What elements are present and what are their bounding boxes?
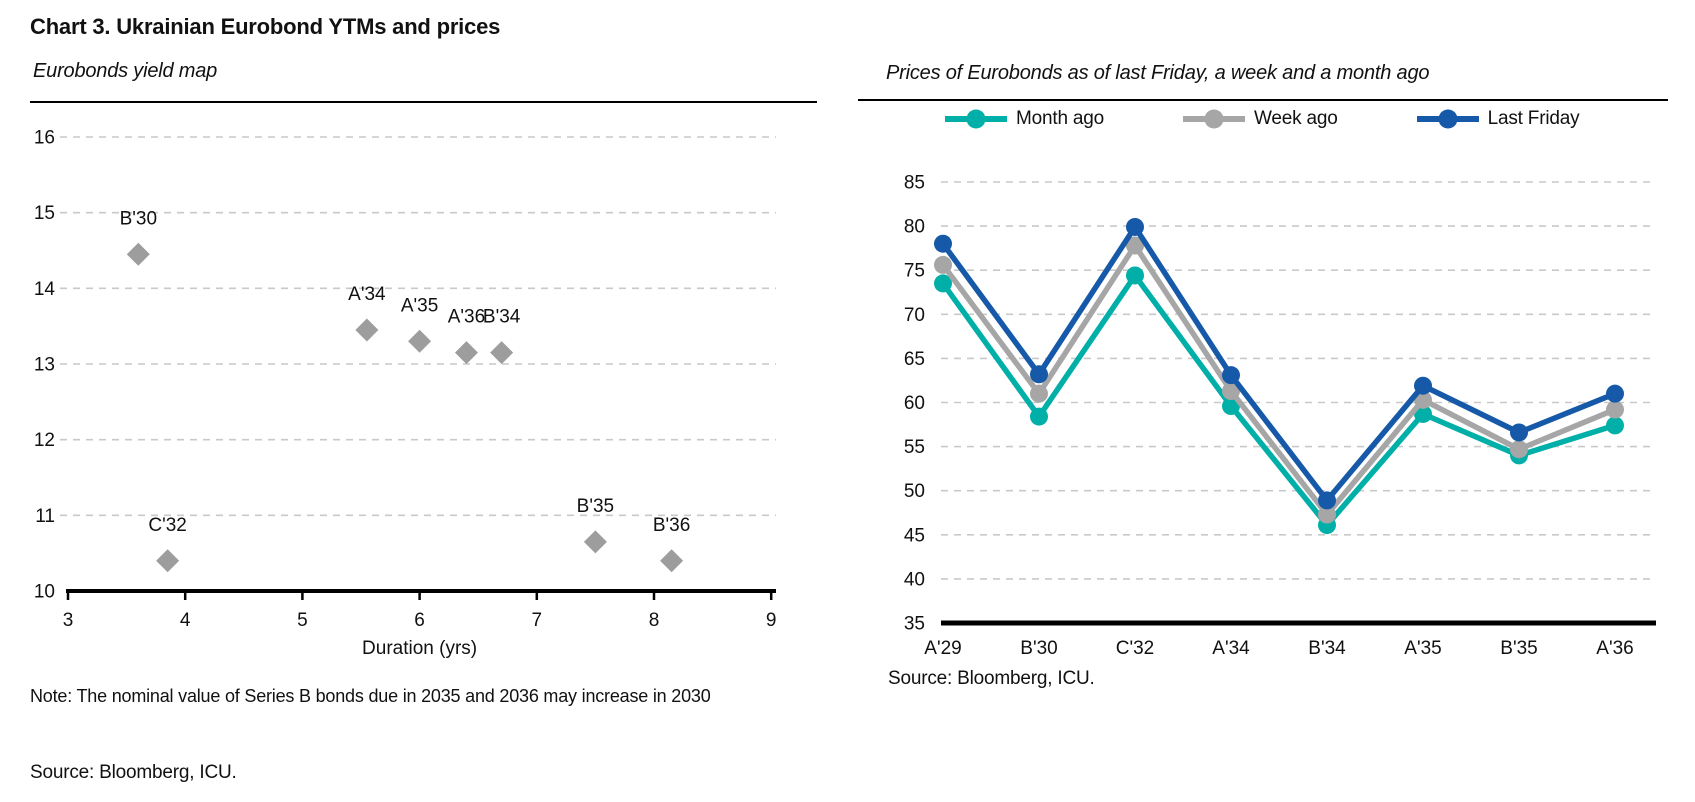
y-axis-tick-label: 40 bbox=[904, 569, 925, 590]
right-chart-subtitle: Prices of Eurobonds as of last Friday, a… bbox=[886, 62, 1430, 84]
legend-dot bbox=[1204, 109, 1224, 129]
x-axis-tick-label: 3 bbox=[63, 610, 74, 631]
scatter-point-diamond bbox=[490, 341, 514, 365]
y-axis-tick-label: 75 bbox=[904, 261, 925, 282]
scatter-point-diamond bbox=[156, 549, 180, 573]
x-axis-tick-label: 4 bbox=[180, 610, 191, 631]
series-point-marker bbox=[1510, 423, 1528, 442]
scatter-point-label: A'35 bbox=[401, 295, 438, 316]
x-axis-tick-label: 7 bbox=[532, 610, 543, 631]
series-point-marker bbox=[934, 255, 952, 274]
x-axis-category-label: B'35 bbox=[1500, 638, 1537, 659]
x-axis-tick-label: 5 bbox=[297, 610, 308, 631]
x-axis-title: Duration (yrs) bbox=[362, 638, 477, 659]
x-axis-category-label: A'35 bbox=[1404, 638, 1441, 659]
left-panel-divider bbox=[30, 101, 817, 103]
legend-label: Month ago bbox=[1016, 108, 1104, 129]
series-point-marker bbox=[1318, 491, 1336, 510]
scatter-point-label: B'30 bbox=[120, 208, 157, 229]
scatter-point-diamond bbox=[454, 341, 478, 365]
scatter-point-label: B'36 bbox=[653, 515, 690, 536]
series-point-marker bbox=[1030, 384, 1048, 403]
left-chart-subtitle: Eurobonds yield map bbox=[33, 60, 218, 82]
scatter-point-label: A'36 bbox=[448, 307, 485, 328]
legend-item: Last Friday bbox=[1416, 108, 1580, 130]
y-axis-tick-label: 10 bbox=[34, 582, 55, 603]
series-point-marker bbox=[1030, 365, 1048, 384]
series-line bbox=[940, 224, 1617, 504]
scatter-point-diamond bbox=[355, 318, 379, 342]
y-axis-tick-label: 35 bbox=[904, 614, 925, 635]
series-point-marker bbox=[1222, 382, 1240, 401]
scatter-point-label: C'32 bbox=[148, 515, 186, 536]
x-axis-category-label: A'29 bbox=[924, 638, 961, 659]
x-axis-category-label: B'34 bbox=[1308, 638, 1346, 659]
right-chart-source: Source: Bloomberg, ICU. bbox=[888, 668, 1095, 689]
y-axis-tick-label: 50 bbox=[904, 481, 925, 502]
scatter-point-label: B'34 bbox=[483, 307, 521, 328]
x-axis-category-label: A'34 bbox=[1212, 638, 1250, 659]
series-point-marker bbox=[1606, 416, 1624, 435]
page-title: Chart 3. Ukrainian Eurobond YTMs and pri… bbox=[30, 14, 501, 39]
legend-label: Last Friday bbox=[1487, 108, 1580, 129]
legend-item: Month ago bbox=[944, 108, 1104, 130]
series-point-marker bbox=[1126, 266, 1144, 285]
line-chart-legend: Month ago Week ago Last Friday bbox=[858, 108, 1670, 130]
x-axis-tick-label: 6 bbox=[414, 610, 425, 631]
yield-map-scatter-chart: 10 11 12 13 14 15 16 3 4 5 6 7 8 9 Duration (yrs) B'30 C… bbox=[34, 128, 777, 660]
y-axis-tick-label: 80 bbox=[904, 217, 925, 238]
series-point-marker bbox=[1414, 376, 1432, 395]
scatter-point-diamond bbox=[126, 242, 150, 266]
series-point-marker bbox=[934, 234, 952, 253]
legend-dot bbox=[966, 109, 986, 129]
legend-item: Week ago bbox=[1182, 108, 1338, 130]
left-chart-note: Note: The nominal value of Series B bond… bbox=[30, 686, 711, 706]
y-axis-tick-label: 12 bbox=[34, 430, 55, 451]
right-panel-divider bbox=[858, 99, 1668, 101]
y-axis-tick-label: 45 bbox=[904, 525, 925, 546]
series-point-marker bbox=[1126, 217, 1144, 236]
y-axis-tick-label: 70 bbox=[904, 305, 925, 326]
series-point-marker bbox=[1318, 505, 1336, 524]
y-axis-tick-label: 85 bbox=[904, 173, 925, 194]
y-axis-tick-label: 16 bbox=[34, 128, 55, 149]
legend-dot bbox=[1438, 109, 1458, 129]
x-axis-category-label: B'30 bbox=[1020, 638, 1057, 659]
x-axis-tick-label: 8 bbox=[649, 610, 660, 631]
series-point-marker bbox=[1606, 400, 1624, 419]
legend-line-marker-icon bbox=[1416, 109, 1479, 129]
y-axis-tick-label: 15 bbox=[34, 203, 55, 224]
series-line bbox=[940, 272, 1616, 528]
series-point-marker bbox=[1222, 366, 1240, 385]
series-point-marker bbox=[1510, 440, 1528, 459]
y-axis-tick-label: 13 bbox=[34, 355, 55, 376]
legend-label: Week ago bbox=[1254, 108, 1338, 129]
series-point-marker bbox=[934, 274, 952, 293]
scatter-point-label: B'35 bbox=[577, 496, 614, 517]
series-point-marker bbox=[1030, 407, 1048, 426]
y-axis-tick-label: 11 bbox=[35, 506, 55, 527]
y-axis-tick-label: 55 bbox=[904, 437, 925, 458]
x-axis-category-label: A'36 bbox=[1596, 638, 1633, 659]
series-line bbox=[940, 242, 1617, 518]
series-point-marker bbox=[1126, 236, 1144, 255]
x-axis-tick-label: 9 bbox=[766, 610, 777, 631]
x-axis-category-label: C'32 bbox=[1116, 638, 1154, 659]
scatter-point-diamond bbox=[583, 530, 607, 554]
left-chart-source: Source: Bloomberg, ICU. bbox=[30, 762, 237, 783]
scatter-point-label: A'34 bbox=[348, 284, 386, 305]
scatter-point-diamond bbox=[660, 549, 684, 573]
scatter-point-diamond bbox=[408, 329, 432, 353]
y-axis-tick-label: 14 bbox=[34, 279, 56, 300]
legend-line-marker-icon bbox=[945, 109, 1007, 129]
y-axis-tick-label: 65 bbox=[904, 349, 925, 370]
prices-line-chart: 85 80 75 70 65 60 55 50 45 40 35 A'29 B'30 C'32 A'34 B'… bbox=[904, 173, 1656, 659]
legend-line-marker-icon bbox=[1183, 109, 1245, 129]
y-axis-tick-label: 60 bbox=[904, 393, 925, 414]
series-point-marker bbox=[1222, 397, 1240, 416]
series-point-marker bbox=[1606, 384, 1624, 403]
